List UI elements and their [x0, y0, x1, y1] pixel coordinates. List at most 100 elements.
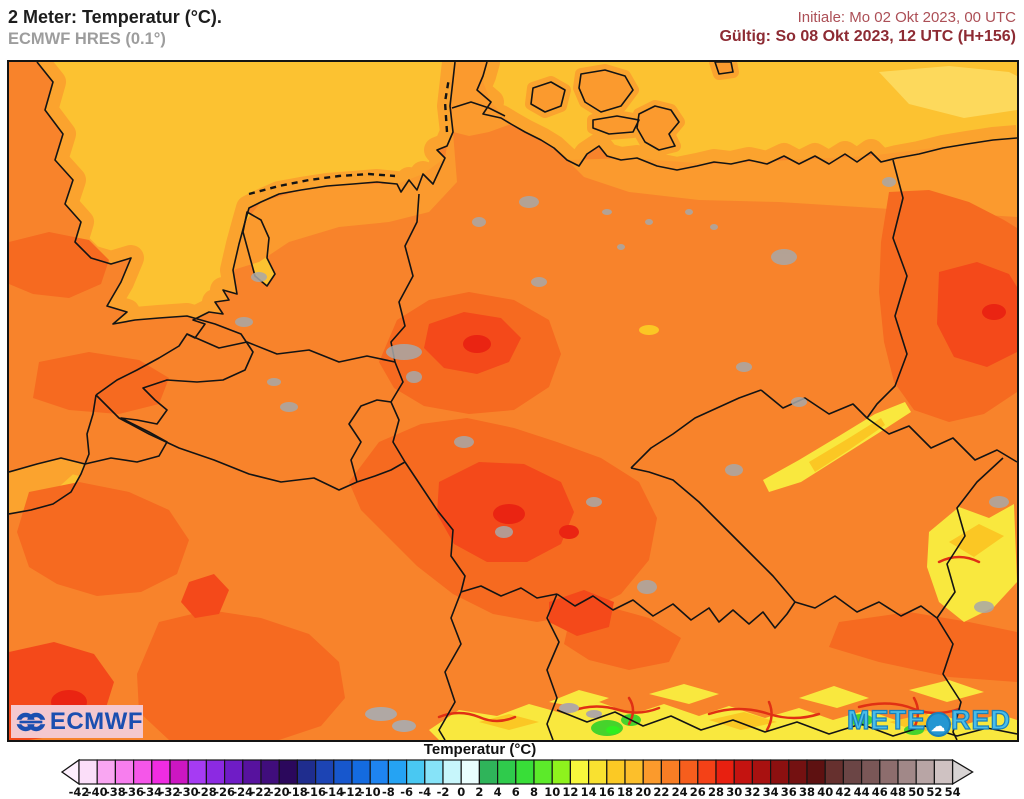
colorbar-cell	[933, 759, 954, 785]
colorbar-cell	[478, 759, 499, 785]
colorbar-left-arrow	[61, 759, 80, 786]
colorbar-cell	[369, 759, 390, 785]
colorbar-tick-label: -14	[323, 785, 344, 799]
colorbar-cell	[587, 759, 608, 785]
colorbar-cell	[387, 759, 408, 785]
colorbar-tick-label: 42	[835, 785, 851, 799]
colorbar-cell	[296, 759, 317, 785]
ecmwf-swirl-icon	[16, 712, 46, 731]
page-title: 2 Meter: Temperatur (°C).	[8, 7, 222, 27]
colorbar-tick-label: 4	[494, 785, 502, 799]
colorbar-cell	[242, 759, 262, 785]
colorbar-tick-label: -2	[437, 785, 450, 799]
colorbar-cell	[697, 759, 717, 785]
meteored-logo: METE ☁ RED	[846, 704, 1011, 737]
colorbar-tick-label: 40	[817, 785, 833, 799]
colorbar-tick-label: 12	[562, 785, 578, 799]
colorbar-tick-label: 52	[926, 785, 942, 799]
colorbar-cell	[660, 759, 681, 785]
colorbar-tick-label: -24	[232, 785, 253, 799]
alpine-valleys	[437, 555, 981, 732]
colorbar-cell	[824, 759, 845, 785]
colorbar-cell	[187, 759, 207, 785]
colorbar-tick-label: 36	[781, 785, 797, 799]
colorbar-cell	[497, 759, 517, 785]
colorbar-cell	[751, 759, 772, 785]
colorbar-cell	[915, 759, 936, 785]
cloud-lens-icon: ☁	[925, 712, 951, 737]
colorbar-tick-label: 46	[872, 785, 888, 799]
colorbar-cell	[351, 759, 371, 785]
colorbar-cell	[406, 759, 426, 785]
colorbar-tick-label: 34	[763, 785, 779, 799]
colorbar-tick-label: -16	[305, 785, 326, 799]
colorbar-cell	[642, 759, 663, 785]
colorbar-tick-label: -30	[178, 785, 199, 799]
colorbar-tick-label: -40	[87, 785, 108, 799]
meteored-text-left: METE	[846, 704, 926, 735]
ecmwf-logo: ECMWF	[11, 705, 143, 738]
colorbar-tick-label: 48	[890, 785, 906, 799]
colorbar-cell	[315, 759, 335, 785]
colorbar-tick-label: 28	[708, 785, 724, 799]
barrier-island-chains	[248, 77, 451, 196]
colorbar-cell	[879, 759, 899, 785]
colorbar-cell	[769, 759, 790, 785]
colorbar-cell	[460, 759, 481, 785]
colorbar-tick-label: -18	[287, 785, 308, 799]
colorbar-tick-label: 8	[530, 785, 538, 799]
warm-patches	[9, 190, 1017, 740]
colorbar-tick-label: -26	[214, 785, 235, 799]
colorbar-tick-label: -32	[160, 785, 181, 799]
ecmwf-logo-text: ECMWF	[49, 707, 143, 735]
colorbar-cell	[897, 759, 917, 785]
colorbar-tick-label: -8	[382, 785, 395, 799]
urban-area-dots	[235, 177, 1009, 613]
colorbar-tick-label: 20	[635, 785, 651, 799]
valid-time-label: Gültig: So 08 Okt 2023, 12 UTC (H+156)	[719, 28, 1016, 45]
colorbar-tick-label: 22	[653, 785, 669, 799]
colorbar-tick-label: -38	[105, 785, 126, 799]
model-subtitle: ECMWF HRES (0.1°)	[8, 30, 166, 48]
temperature-field-map	[9, 62, 1017, 740]
colorbar-tick-label: -4	[418, 785, 431, 799]
harz-mountains	[639, 325, 659, 335]
alps-region	[365, 555, 1017, 740]
baltic-mild-patch	[879, 66, 1017, 118]
colorbar-cell	[260, 759, 280, 785]
colorbar-cell	[569, 759, 590, 785]
colorbar-tick-label: -6	[400, 785, 413, 799]
colorbar-tick-label: -20	[269, 785, 290, 799]
colorbar-tick-label: 18	[617, 785, 633, 799]
colorbar-tick-label: -22	[251, 785, 272, 799]
colorbar-cell	[551, 759, 572, 785]
colorbar-tick-label: -10	[360, 785, 381, 799]
colorbar-cell	[606, 759, 626, 785]
colorbar-tick-label: 10	[544, 785, 560, 799]
colorbar-tick-label: 38	[799, 785, 815, 799]
colorbar-cell	[78, 759, 98, 785]
colorbar-cell	[788, 759, 808, 785]
colorbar-cell	[842, 759, 863, 785]
colorbar-tick-label: 14	[581, 785, 597, 799]
colorbar-cell	[205, 759, 226, 785]
colorbar-cell	[114, 759, 135, 785]
colorbar-right-arrow	[951, 759, 974, 786]
colorbar-cell	[733, 759, 754, 785]
colorbar-cell	[424, 759, 444, 785]
colorbar-cell	[169, 759, 189, 785]
temperature-map: ECMWF METE ☁ RED	[7, 60, 1019, 742]
temperature-colorbar: -42-40-38-36-34-32-30-28-26-24-22-20-18-…	[61, 759, 974, 799]
sudetes-ridge	[809, 418, 885, 472]
colorbar-cell	[624, 759, 644, 785]
legend-title: Temperatur (°C)	[423, 741, 537, 758]
colorbar-tick-label: 24	[672, 785, 688, 799]
colorbar-tick-label: 26	[690, 785, 706, 799]
colorbar-cell	[442, 759, 462, 785]
colorbar-tick-label: 0	[457, 785, 465, 799]
colorbar-tick-label: 50	[908, 785, 924, 799]
coastlines	[9, 62, 1017, 515]
colorbar-cell	[515, 759, 535, 785]
colorbar-tick-label: -36	[123, 785, 144, 799]
colorbar-tick-label: 44	[854, 785, 870, 799]
